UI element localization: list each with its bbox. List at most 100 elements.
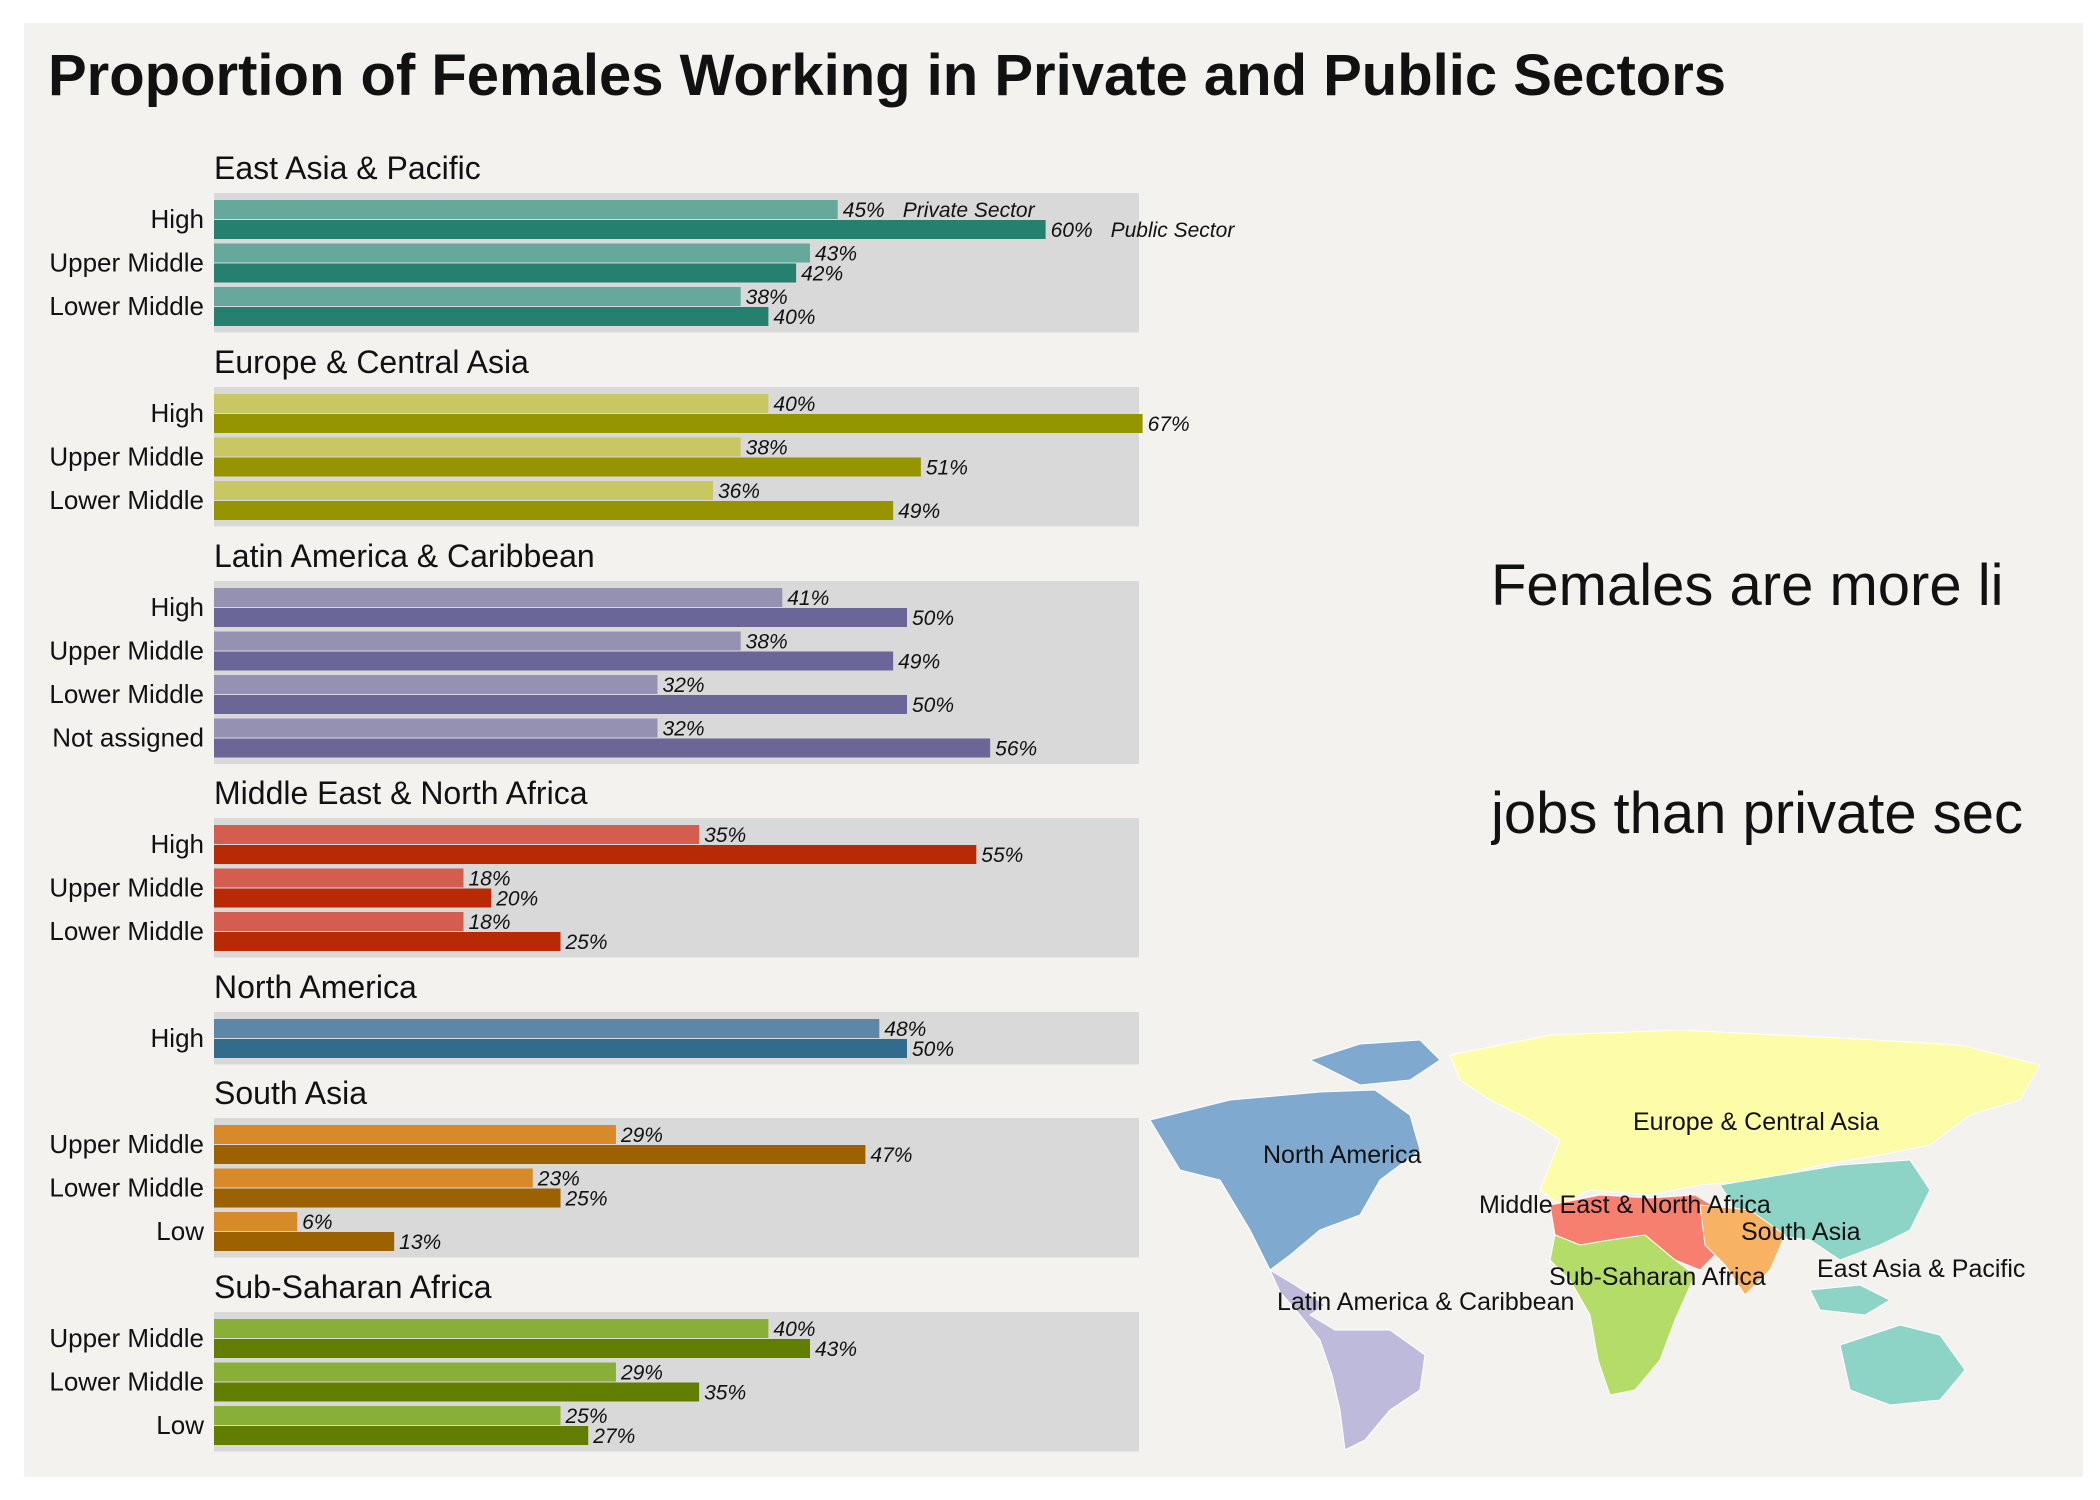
value-label-private: 32% — [663, 674, 705, 697]
bar-public — [214, 220, 1046, 239]
bar-public — [214, 1145, 866, 1164]
value-label-private: 29% — [620, 1362, 663, 1385]
map-label-latin-america-caribbean: Latin America & Caribbean — [1277, 1288, 1574, 1316]
category-label: Upper Middle — [49, 248, 204, 278]
legend-public-sector: Public Sector — [1111, 219, 1236, 242]
bar-private — [214, 1212, 298, 1231]
value-label-public: 50% — [912, 694, 954, 717]
value-label-public: 25% — [565, 931, 608, 954]
bar-private — [214, 588, 783, 607]
bar-private — [214, 1406, 561, 1425]
bar-private — [214, 394, 769, 413]
value-label-public: 60% — [1051, 219, 1093, 242]
category-label: Upper Middle — [49, 636, 204, 666]
category-label: Not assigned — [52, 723, 204, 753]
value-label-private: 38% — [746, 286, 788, 309]
category-label: High — [151, 829, 204, 859]
bar-private — [214, 287, 741, 306]
value-label-public: 42% — [801, 263, 843, 286]
bar-private — [214, 1019, 880, 1038]
value-label-public: 56% — [995, 738, 1037, 761]
category-label: Lower Middle — [49, 679, 204, 709]
category-label: Upper Middle — [49, 1129, 204, 1159]
value-label-public: 50% — [912, 607, 954, 630]
bar-public — [214, 651, 894, 671]
value-label-private: 29% — [620, 1124, 663, 1147]
value-label-private: 38% — [746, 437, 788, 460]
value-label-private: 36% — [718, 480, 760, 503]
map-label-south-asia: South Asia — [1741, 1218, 1861, 1246]
map-label-middle-east-north-africa: Middle East & North Africa — [1479, 1191, 1771, 1219]
bar-public — [214, 457, 921, 477]
group-label-middle-east-north-africa: Middle East & North Africa — [214, 775, 588, 811]
bar-private — [214, 437, 741, 457]
bar-public — [214, 1426, 589, 1445]
value-label-private: 32% — [663, 718, 705, 741]
bar-private — [214, 675, 658, 694]
value-label-private: 48% — [884, 1018, 926, 1041]
value-label-public: 49% — [898, 651, 940, 674]
bar-private — [214, 1362, 616, 1382]
bar-public — [214, 1039, 907, 1058]
legend-private-sector: Private Sector — [903, 199, 1036, 222]
map-region-latin-america — [1268, 1268, 1426, 1450]
value-label-public: 20% — [495, 888, 538, 911]
bar-private — [214, 868, 464, 888]
bar-private — [214, 825, 700, 844]
bar-private — [214, 243, 810, 263]
value-label-public: 25% — [565, 1188, 608, 1211]
value-label-private: 43% — [815, 243, 857, 266]
bar-public — [214, 1188, 561, 1208]
value-label-public: 50% — [912, 1038, 954, 1061]
value-label-private: 18% — [468, 868, 510, 891]
category-label: High — [151, 1023, 204, 1053]
group-label-north-america: North America — [214, 969, 417, 1005]
value-label-private: 40% — [773, 1318, 815, 1341]
map-region-europe-central-asia — [1449, 1030, 2041, 1206]
map-region-north-america-north — [1308, 1039, 1441, 1086]
category-label: Low — [156, 1216, 204, 1246]
map-label-north-america: North America — [1263, 1141, 1421, 1169]
bar-private — [214, 718, 658, 738]
bar-private — [214, 481, 713, 500]
category-label: Lower Middle — [49, 1173, 204, 1203]
value-label-private: 40% — [773, 393, 815, 416]
value-label-public: 40% — [773, 306, 815, 329]
value-label-private: 25% — [565, 1405, 608, 1428]
bar-public — [214, 738, 991, 758]
category-label: Upper Middle — [49, 442, 204, 472]
value-label-private: 45% — [843, 199, 885, 222]
value-label-private: 38% — [746, 631, 788, 654]
bar-public — [214, 414, 1143, 433]
category-label: Lower Middle — [49, 291, 204, 321]
bar-public — [214, 695, 907, 714]
value-label-private: 18% — [468, 911, 510, 934]
map-region-australia — [1839, 1324, 1966, 1406]
map-region-sub-saharan-africa — [1549, 1234, 1696, 1396]
map-label-europe-central-asia: Europe & Central Asia — [1633, 1108, 1879, 1136]
value-label-public: 35% — [704, 1382, 746, 1405]
map-label-east-asia-pacific: East Asia & Pacific — [1817, 1255, 2025, 1283]
category-label: Upper Middle — [49, 1323, 204, 1353]
bar-public — [214, 608, 907, 627]
group-label-east-asia-pacific: East Asia & Pacific — [214, 150, 481, 186]
category-label: Low — [156, 1410, 204, 1440]
value-label-public: 47% — [870, 1144, 912, 1167]
bar-public — [214, 263, 797, 283]
value-label-public: 67% — [1148, 413, 1190, 436]
value-label-private: 41% — [787, 587, 829, 610]
bar-private — [214, 1125, 616, 1144]
bar-private — [214, 912, 464, 931]
group-label-latin-america-caribbean: Latin America & Caribbean — [214, 538, 595, 574]
value-label-public: 13% — [399, 1231, 441, 1254]
value-label-public: 49% — [898, 500, 940, 523]
value-label-public: 55% — [981, 844, 1023, 867]
value-label-private: 35% — [704, 824, 746, 847]
category-label: Lower Middle — [49, 916, 204, 946]
value-label-private: 23% — [537, 1168, 580, 1191]
bar-public — [214, 501, 894, 520]
bar-public — [214, 845, 977, 864]
chart-title: Proportion of Females Working in Private… — [48, 43, 1727, 108]
category-label: Lower Middle — [49, 485, 204, 515]
bar-private — [214, 1319, 769, 1338]
